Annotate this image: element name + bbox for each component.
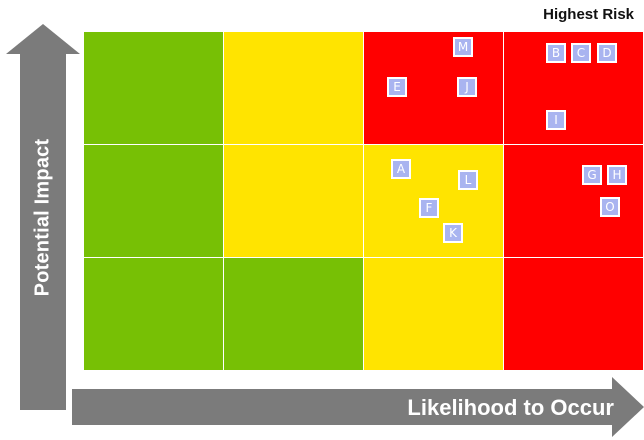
risk-marker-c[interactable]: C [571, 43, 591, 63]
risk-marker-e[interactable]: E [387, 77, 407, 97]
risk-marker-j[interactable]: J [457, 77, 477, 97]
cell-r2-c4: G H O [504, 145, 644, 258]
highest-risk-label: Highest Risk [543, 6, 634, 23]
risk-marker-a[interactable]: A [391, 159, 411, 179]
risk-marker-m[interactable]: M [453, 37, 473, 57]
risk-marker-g[interactable]: G [582, 165, 602, 185]
cell-r3-c1 [84, 258, 224, 371]
risk-marker-h[interactable]: H [607, 165, 627, 185]
risk-marker-o[interactable]: O [600, 197, 620, 217]
cell-r3-c2 [224, 258, 364, 371]
cell-r1-c2 [224, 32, 364, 145]
up-arrow-icon [6, 24, 80, 410]
cell-r3-c4 [504, 258, 644, 371]
risk-marker-i[interactable]: I [546, 110, 566, 130]
potential-impact-arrow: Potential Impact [6, 24, 80, 410]
risk-marker-k[interactable]: K [443, 223, 463, 243]
cell-r2-c1 [84, 145, 224, 258]
cell-r2-c2 [224, 145, 364, 258]
cell-r2-c3: A L F K [364, 145, 504, 258]
likelihood-arrow: Likelihood to Occur [72, 377, 644, 437]
cell-r1-c1 [84, 32, 224, 145]
risk-marker-d[interactable]: D [597, 43, 617, 63]
risk-marker-b[interactable]: B [546, 43, 566, 63]
cell-r1-c4: B C D I [504, 32, 644, 145]
right-arrow-icon [72, 377, 644, 437]
risk-marker-f[interactable]: F [419, 198, 439, 218]
cell-r1-c3: M E J [364, 32, 504, 145]
risk-marker-l[interactable]: L [458, 170, 478, 190]
risk-matrix: M E J B C D I A L F K G H O [84, 32, 644, 371]
cell-r3-c3 [364, 258, 504, 371]
